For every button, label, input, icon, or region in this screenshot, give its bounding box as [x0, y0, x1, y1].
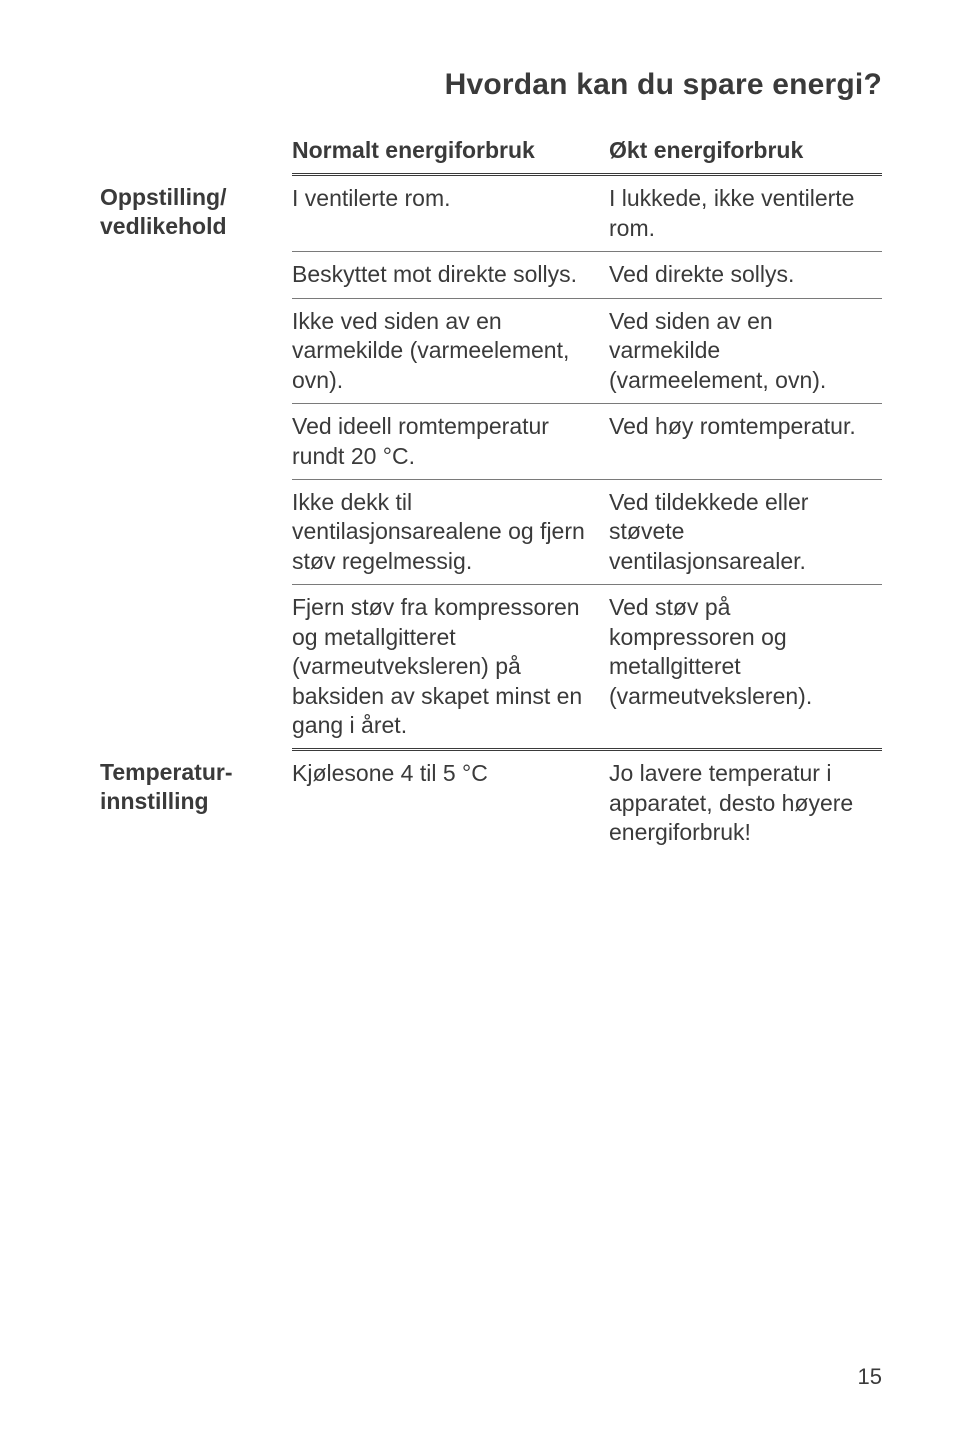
cell-normal: Ikke ved siden av en varmekilde (varmeel…	[292, 298, 609, 403]
cell-increased: Ved siden av en varmekilde (varmeelement…	[609, 298, 882, 403]
cell-normal: Fjern støv fra kompressoren og metallgit…	[292, 585, 609, 750]
cell-increased: Ved høy romtemperatur.	[609, 404, 882, 480]
cell-normal: Beskyttet mot direkte sollys.	[292, 252, 609, 298]
cell-increased: Ved direkte sollys.	[609, 252, 882, 298]
cell-normal: Kjølesone 4 til 5 °C	[292, 750, 609, 856]
table-row: Temperatur-innstilling Kjølesone 4 til 5…	[100, 750, 882, 856]
section-label: Oppstilling/ vedlikehold	[100, 175, 292, 750]
cell-increased: Ved støv på kompressoren og metallgitter…	[609, 585, 882, 750]
page-number: 15	[858, 1364, 882, 1390]
page-title: Hvordan kan du spare energi?	[100, 68, 882, 102]
col-increased: Økt energiforbruk	[609, 136, 882, 175]
cell-increased: Jo lavere temperatur i apparatet, desto …	[609, 750, 882, 856]
col-rowhead	[100, 136, 292, 175]
cell-normal: I ventilerte rom.	[292, 175, 609, 252]
cell-normal: Ved ideell romtemperatur rundt 20 °C.	[292, 404, 609, 480]
table-row: Oppstilling/ vedlikehold I ventilerte ro…	[100, 175, 882, 252]
col-normal: Normalt energiforbruk	[292, 136, 609, 175]
section-label: Temperatur-innstilling	[100, 750, 292, 856]
cell-increased: I lukkede, ikke ventilerte rom.	[609, 175, 882, 252]
page: Hvordan kan du spare energi? Normalt ene…	[0, 0, 960, 856]
cell-normal: Ikke dekk til ventilasjonsarealene og fj…	[292, 479, 609, 584]
cell-increased: Ved tildekkede eller støvete ventilasjon…	[609, 479, 882, 584]
table-header-row: Normalt energiforbruk Økt energiforbruk	[100, 136, 882, 175]
energy-table: Normalt energiforbruk Økt energiforbruk …	[100, 136, 882, 856]
